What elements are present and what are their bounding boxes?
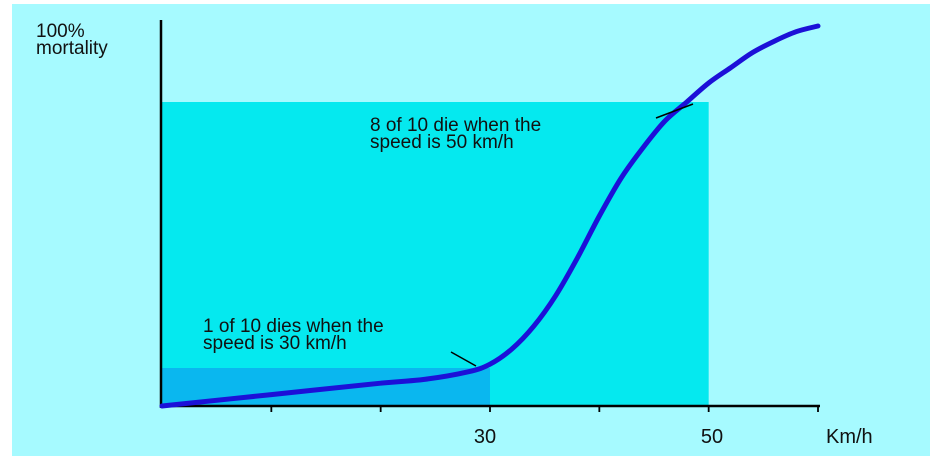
x-tick-label-30: 30: [474, 426, 496, 448]
annotation-50-line-1: 8 of 10 die when the: [370, 115, 541, 136]
annotation-30-leader: [450, 351, 477, 367]
y-axis-label-line-1: 100%: [36, 21, 85, 42]
annotation-50-line-2: speed is 50 km/h: [370, 132, 514, 153]
shaded-region-1: [162, 102, 709, 406]
y-axis-label-line-2: mortality: [36, 38, 108, 59]
x-axis-label: Km/h: [826, 426, 873, 448]
annotation-30-line-2: speed is 30 km/h: [203, 333, 347, 354]
x-tick-label-50: 50: [701, 426, 723, 448]
annotation-50-leader: [655, 103, 694, 119]
mortality-curve-1: [159, 23, 821, 409]
annotation-30-line-1: 1 of 10 dies when the: [203, 316, 384, 337]
